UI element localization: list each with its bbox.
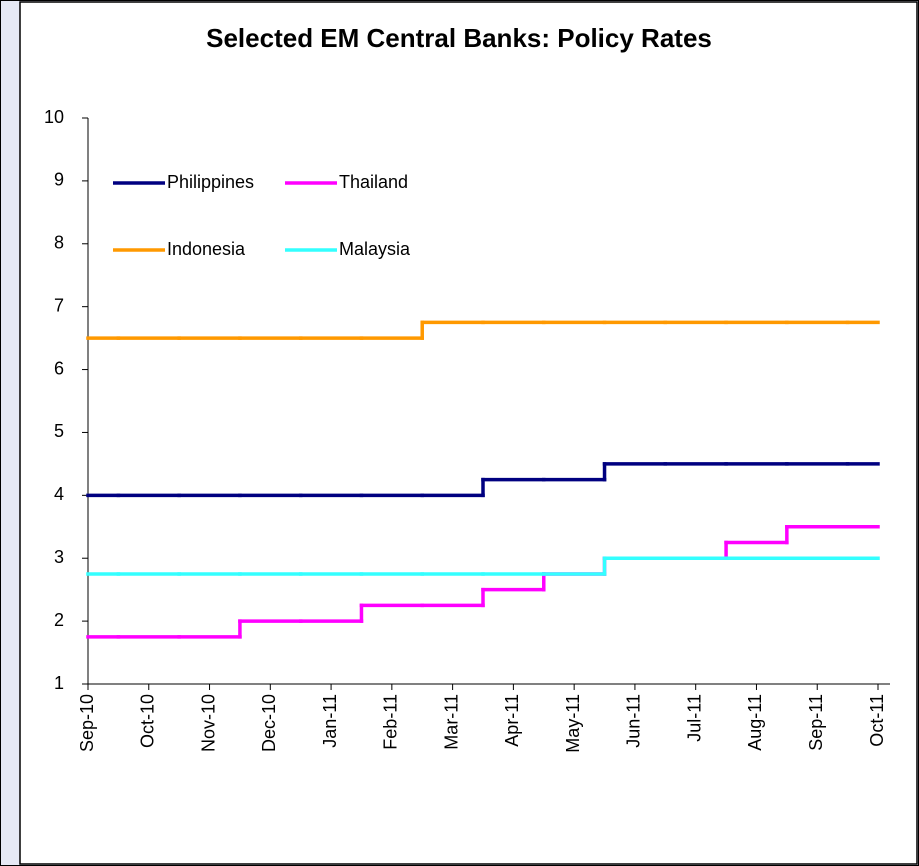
x-tick-label: Sep-11 — [806, 694, 826, 751]
x-tick-label: Jan-11 — [320, 694, 340, 748]
x-tick-label: Oct-10 — [138, 694, 158, 748]
y-tick-label: 7 — [54, 295, 64, 315]
x-tick-label: Aug-11 — [745, 694, 765, 751]
x-tick-label: Jul-11 — [684, 694, 704, 742]
y-tick-label: 8 — [54, 233, 64, 253]
x-tick-label: Mar-11 — [441, 694, 461, 750]
x-tick-label: Feb-11 — [381, 694, 401, 750]
x-tick-label: Nov-10 — [198, 694, 218, 752]
y-tick-label: 3 — [54, 547, 64, 567]
x-tick-label: May-11 — [563, 694, 583, 753]
chart-title: Selected EM Central Banks: Policy Rates — [206, 23, 712, 53]
legend-label: Indonesia — [167, 239, 246, 259]
y-tick-label: 5 — [54, 421, 64, 441]
legend-label: Malaysia — [339, 239, 411, 259]
y-tick-label: 10 — [44, 107, 64, 127]
x-tick-label: Jun-11 — [624, 694, 644, 748]
x-tick-label: Oct-11 — [867, 694, 887, 747]
y-tick-label: 6 — [54, 358, 64, 378]
y-tick-label: 9 — [54, 170, 64, 190]
x-tick-label: Sep-10 — [77, 694, 97, 752]
chart-area — [19, 1, 918, 865]
x-tick-label: Apr-11 — [502, 694, 522, 747]
legend-label: Philippines — [167, 172, 254, 192]
x-tick-label: Dec-10 — [259, 694, 279, 752]
y-tick-label: 2 — [54, 610, 64, 630]
y-tick-label: 4 — [54, 484, 64, 504]
y-tick-label: 1 — [54, 673, 64, 693]
legend-label: Thailand — [339, 172, 408, 192]
